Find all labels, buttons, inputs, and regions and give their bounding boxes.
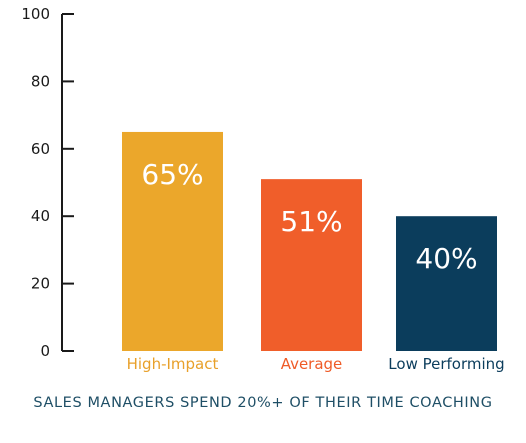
bar-value-label: 51% bbox=[280, 205, 342, 238]
category-label: High-Impact bbox=[127, 355, 219, 373]
y-tick-label: 60 bbox=[31, 140, 50, 158]
labels-group: 65% High-Impact 51% Average 40% Low Performin… bbox=[127, 158, 505, 373]
y-tick-label: 0 bbox=[40, 342, 50, 360]
y-tick-label: 80 bbox=[31, 72, 50, 90]
bar-value-label: 65% bbox=[141, 158, 203, 191]
y-axis-ticks: 0 20 40 60 80 100 bbox=[21, 5, 74, 360]
y-tick-label: 20 bbox=[31, 275, 50, 293]
bar-value-label: 40% bbox=[415, 242, 477, 275]
bar-low-performing bbox=[396, 216, 497, 351]
y-tick-label: 40 bbox=[31, 207, 50, 225]
category-label: Average bbox=[281, 355, 343, 373]
bar-high-impact bbox=[122, 131, 223, 351]
category-label: Low Performing bbox=[388, 355, 504, 373]
y-tick-label: 100 bbox=[21, 5, 50, 23]
bar-average bbox=[261, 179, 362, 351]
bars-group bbox=[122, 131, 497, 351]
chart-caption: SALES MANAGERS SPEND 20%+ OF THEIR TIME … bbox=[33, 395, 493, 411]
